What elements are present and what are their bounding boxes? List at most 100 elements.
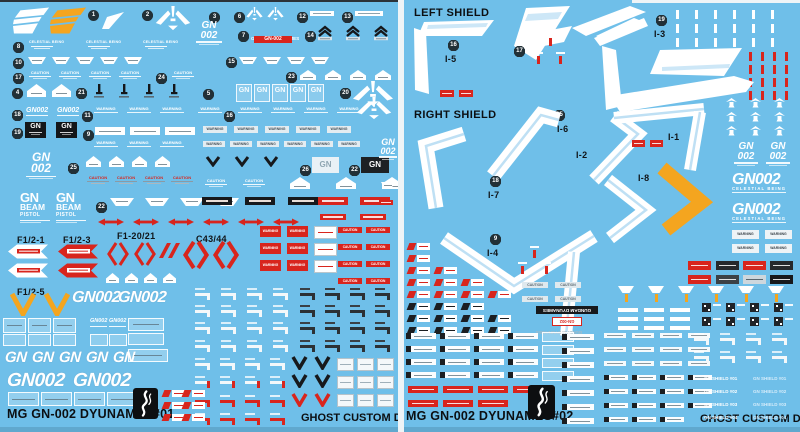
decal-combo <box>562 376 594 382</box>
decal-strip <box>130 127 160 135</box>
decal-num: 5 <box>203 89 214 100</box>
decal-corner <box>247 339 269 353</box>
decal-cau: CAUTION <box>117 71 143 79</box>
decal-corner <box>273 321 295 335</box>
decal-trap2 <box>155 156 170 167</box>
decal-corner <box>350 339 372 353</box>
decal-wtxt: WARNING <box>304 107 328 113</box>
decal-tag: WARNING <box>327 126 351 133</box>
decal-corner <box>375 287 397 301</box>
decal-tag: WARNING <box>260 243 281 254</box>
ghost-logo <box>528 385 555 419</box>
decal-strip <box>644 326 664 330</box>
decal-chev <box>373 25 389 45</box>
decal-num: 24 <box>156 73 167 84</box>
decal-tag <box>314 226 337 239</box>
decal-tag <box>688 275 711 284</box>
decal-num: 11 <box>82 111 93 122</box>
decal-strip <box>670 317 690 321</box>
decal-tag <box>355 11 383 16</box>
decal-wtxt: WARNING <box>94 107 118 113</box>
decal-combo <box>660 417 684 422</box>
decal-strip <box>95 127 125 135</box>
shield-part <box>596 16 644 46</box>
decal-tag: WARNING <box>287 260 308 271</box>
decal-wtxt: WARNING <box>271 107 295 113</box>
decal-tag: CAUTION <box>338 227 362 233</box>
decal-strip <box>53 334 76 346</box>
decal-cau: CAUTION <box>241 179 267 187</box>
decal-redtag <box>161 402 185 409</box>
decal-combo <box>508 359 538 365</box>
decal-gn002sm: GN002 <box>26 107 49 116</box>
decal-num: 25 <box>68 163 79 174</box>
part-label-i-6: I-6 <box>557 124 569 134</box>
decal-gnbeam: GN BEAM PISTOL <box>56 191 86 224</box>
decal-tag: WARNING <box>257 141 279 147</box>
decal-tag <box>743 261 766 270</box>
decal-tag: WARNING <box>260 226 281 237</box>
decal-redtag <box>433 267 457 274</box>
decal-redtag <box>406 303 430 310</box>
decal-wtxt: WARNING <box>160 107 184 113</box>
decal-num: 23 <box>286 72 297 83</box>
decal-rtag <box>546 34 555 46</box>
decal-tag: WARNING <box>765 244 792 253</box>
decal-corner <box>375 304 397 318</box>
decal-num: 1 <box>88 10 99 21</box>
decal-combo <box>440 359 470 365</box>
decal-stack: GN 002 <box>26 151 56 180</box>
decal-corner <box>221 339 243 353</box>
decal-tag <box>318 197 348 205</box>
part-label-i-5: I-5 <box>445 54 457 64</box>
decal-num: 18 <box>490 176 501 187</box>
decal-trap2 <box>350 70 366 80</box>
decal-tag <box>377 376 394 389</box>
decal-stack: GN 002 <box>196 21 222 45</box>
decal-vee <box>314 373 331 392</box>
decal-strip <box>53 318 76 333</box>
decal-tag: WARNING <box>234 126 258 133</box>
decal-cau: CAUTION <box>170 71 196 79</box>
shield-id-label: GN SHIELD #02 <box>753 389 787 394</box>
shield-part <box>600 44 624 116</box>
decal-combo <box>406 372 436 378</box>
decal-gn002sm: GN002 <box>57 107 80 116</box>
decal-strip <box>3 334 26 346</box>
decal-tag <box>337 394 354 407</box>
decal-strip <box>632 0 800 3</box>
decal-bigtext: GN <box>58 349 82 366</box>
decal-wing <box>8 244 48 263</box>
decal-tag: WARNING <box>732 244 759 253</box>
sheet-top-edge <box>0 0 398 2</box>
decal-corner <box>245 412 267 426</box>
decal-corner <box>270 412 292 426</box>
decal-redtag <box>181 390 205 397</box>
decal-num: 13 <box>342 12 353 23</box>
decal-tag <box>357 376 374 389</box>
decal-tag <box>688 261 711 270</box>
decal-num: 21 <box>76 88 87 99</box>
decal-corner <box>300 304 322 318</box>
decal-tag: CAUTION <box>366 261 390 267</box>
decal-trap <box>100 57 118 64</box>
decal-num: 17 <box>514 46 525 57</box>
decal-wtxt: WARNING <box>127 107 151 113</box>
decal-bigtext: GN002 <box>72 370 132 391</box>
decal-corner <box>195 321 217 335</box>
decal-vee <box>314 355 331 374</box>
decal-tag <box>314 243 337 256</box>
decal-strip <box>41 392 72 406</box>
decal-vee <box>43 292 71 320</box>
decal-combo <box>508 333 538 339</box>
decal-cau: CAUTION <box>203 179 229 187</box>
decal-vee <box>9 292 37 320</box>
decal-qr <box>702 303 721 312</box>
decal-combo <box>508 346 538 352</box>
decal-crest <box>246 7 263 25</box>
decal-trap <box>381 182 395 188</box>
decal-redtag <box>460 303 484 310</box>
decal-tag: GN <box>361 157 389 173</box>
decal-stemtrap <box>768 286 784 302</box>
decal-num: 20 <box>340 88 351 99</box>
